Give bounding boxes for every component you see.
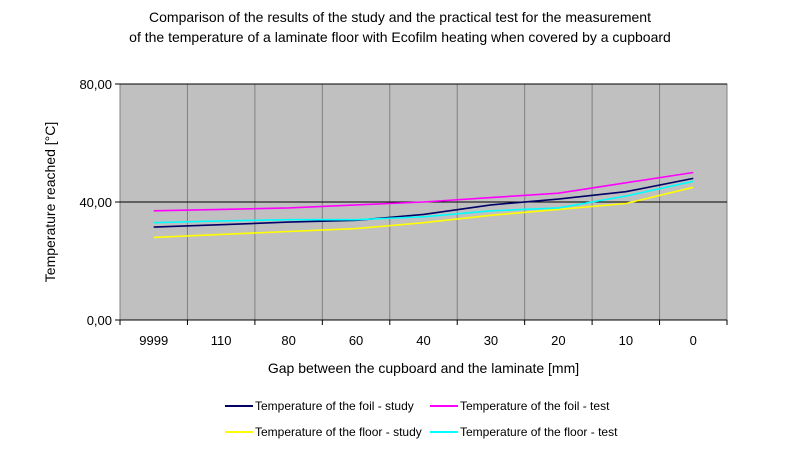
y-tick-label: 40,00	[79, 195, 112, 210]
y-tick-label: 0,00	[87, 313, 112, 328]
x-tick-label: 80	[281, 333, 295, 348]
x-tick-label: 30	[484, 333, 498, 348]
chart-title: Comparison of the results of the study a…	[149, 9, 651, 25]
legend-label: Temperature of the floor - study	[255, 425, 422, 439]
legend-label: Temperature of the foil - study	[255, 399, 414, 413]
x-tick-label: 10	[619, 333, 633, 348]
x-tick-label: 9999	[139, 333, 168, 348]
y-axis-label: Temperature reached [°C]	[42, 122, 58, 282]
series-line-2	[153, 171, 694, 212]
legend-label: Temperature of the foil - test	[460, 399, 610, 413]
x-tick-label: 110	[211, 333, 232, 348]
x-tick-label: 40	[416, 333, 430, 348]
series-line-4	[153, 180, 694, 224]
series-line-1	[153, 177, 694, 228]
series-line-3	[153, 186, 694, 239]
x-tick-label: 60	[349, 333, 363, 348]
x-axis-label: Gap between the cupboard and the laminat…	[268, 360, 579, 376]
chart-subtitle: of the temperature of a laminate floor w…	[129, 29, 671, 45]
y-tick-label: 80,00	[79, 77, 112, 92]
x-tick-label: 0	[690, 333, 697, 348]
x-tick-label: 20	[551, 333, 565, 348]
legend-label: Temperature of the floor - test	[460, 425, 618, 439]
